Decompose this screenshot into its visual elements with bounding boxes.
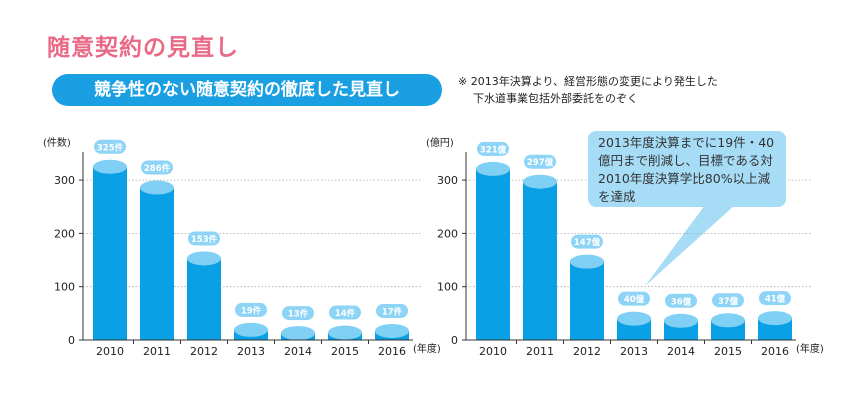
data-label-pill <box>141 160 173 175</box>
callout-bubble: 2013年度決算までに19件・40億円まで削減し、目標である対2010年度決算学… <box>588 131 786 207</box>
bar-top <box>328 325 362 340</box>
bar-top <box>617 311 651 326</box>
callout-tail <box>645 205 735 286</box>
data-label-pill <box>571 234 603 249</box>
x-tick-label: 2014 <box>667 345 695 358</box>
x-axis-label: (年度) <box>413 342 441 355</box>
data-label: 153件 <box>191 234 218 245</box>
bar-top <box>93 159 127 174</box>
data-label-pill <box>759 291 791 306</box>
data-label-pill <box>524 154 556 169</box>
x-tick-label: 2013 <box>620 345 648 358</box>
data-label: 36億 <box>671 296 692 307</box>
data-label-pill <box>376 303 408 318</box>
data-label: 14件 <box>335 308 356 319</box>
bar-top <box>570 254 604 269</box>
bar <box>570 261 604 340</box>
bar-top <box>187 251 221 266</box>
y-tick-label: 200 <box>437 227 458 240</box>
bar <box>93 166 127 340</box>
page-title: 随意契約の見直し <box>47 35 239 61</box>
data-label-pill <box>188 231 220 246</box>
bar-top <box>523 174 557 189</box>
x-axis-label: (年度) <box>796 342 824 355</box>
bar-top <box>234 322 268 337</box>
x-tick-label: 2016 <box>378 345 406 358</box>
data-label-pill <box>477 141 509 156</box>
data-label: 286件 <box>144 163 171 174</box>
bar-top <box>758 311 792 326</box>
x-tick-label: 2011 <box>143 345 171 358</box>
section-banner: 競争性のない随意契約の徹底した見直し <box>52 74 442 106</box>
bar <box>523 181 557 340</box>
data-label: 13件 <box>288 309 309 320</box>
footnote-line-1: ※ 2013年決算より、経営形態の変更により発生した <box>458 75 718 88</box>
x-tick-label: 2012 <box>573 345 601 358</box>
y-axis-label: (億円) <box>426 136 454 149</box>
y-tick-label: 300 <box>54 174 75 187</box>
bar-top <box>711 313 745 328</box>
data-label-pill <box>282 306 314 321</box>
footnote-line-2: 下水道事業包括外部委託をのぞく <box>473 92 638 105</box>
bar <box>187 258 221 340</box>
y-tick-label: 0 <box>451 334 458 347</box>
y-tick-label: 300 <box>437 174 458 187</box>
x-tick-label: 2015 <box>714 345 742 358</box>
bar-top <box>664 313 698 328</box>
data-label-pill <box>329 305 361 320</box>
y-tick-label: 200 <box>54 227 75 240</box>
bar-top <box>375 323 409 338</box>
chart-1: 0 100 200 300 (件数) 325件 2010 286件 2011 153件 2012 19… <box>43 136 441 358</box>
x-tick-label: 2016 <box>761 345 789 358</box>
x-tick-label: 2015 <box>331 345 359 358</box>
x-tick-label: 2010 <box>96 345 124 358</box>
bar-top <box>281 326 315 341</box>
x-tick-label: 2012 <box>190 345 218 358</box>
bar-top <box>140 180 174 195</box>
data-label: 325件 <box>97 142 124 153</box>
data-label: 41億 <box>765 294 786 305</box>
data-label-pill <box>712 293 744 308</box>
data-label-pill <box>665 293 697 308</box>
y-axis-label: (件数) <box>43 136 71 149</box>
data-label: 19件 <box>241 305 262 316</box>
y-tick-label: 100 <box>54 281 75 294</box>
data-label: 40億 <box>624 294 645 305</box>
data-label-pill <box>94 139 126 154</box>
footnote: ※ 2013年決算より、経営形態の変更により発生した 下水道事業包括外部委託をの… <box>458 73 718 107</box>
data-label: 37億 <box>718 296 739 307</box>
x-tick-label: 2011 <box>526 345 554 358</box>
data-label: 297億 <box>527 157 554 168</box>
data-label: 17件 <box>382 306 403 317</box>
data-label-pill <box>235 302 267 317</box>
chart-2: 0 100 200 300 (億円) 321億 2010 297億 2011 147億 2012 40… <box>426 136 824 358</box>
y-tick-label: 100 <box>437 281 458 294</box>
x-tick-label: 2014 <box>284 345 312 358</box>
bar-top <box>476 161 510 176</box>
data-label: 147億 <box>574 237 601 248</box>
bar <box>140 187 174 340</box>
x-tick-label: 2013 <box>237 345 265 358</box>
data-label-pill <box>618 291 650 306</box>
y-tick-label: 0 <box>68 334 75 347</box>
x-tick-label: 2010 <box>479 345 507 358</box>
bar <box>476 168 510 340</box>
data-label: 321億 <box>480 144 507 155</box>
